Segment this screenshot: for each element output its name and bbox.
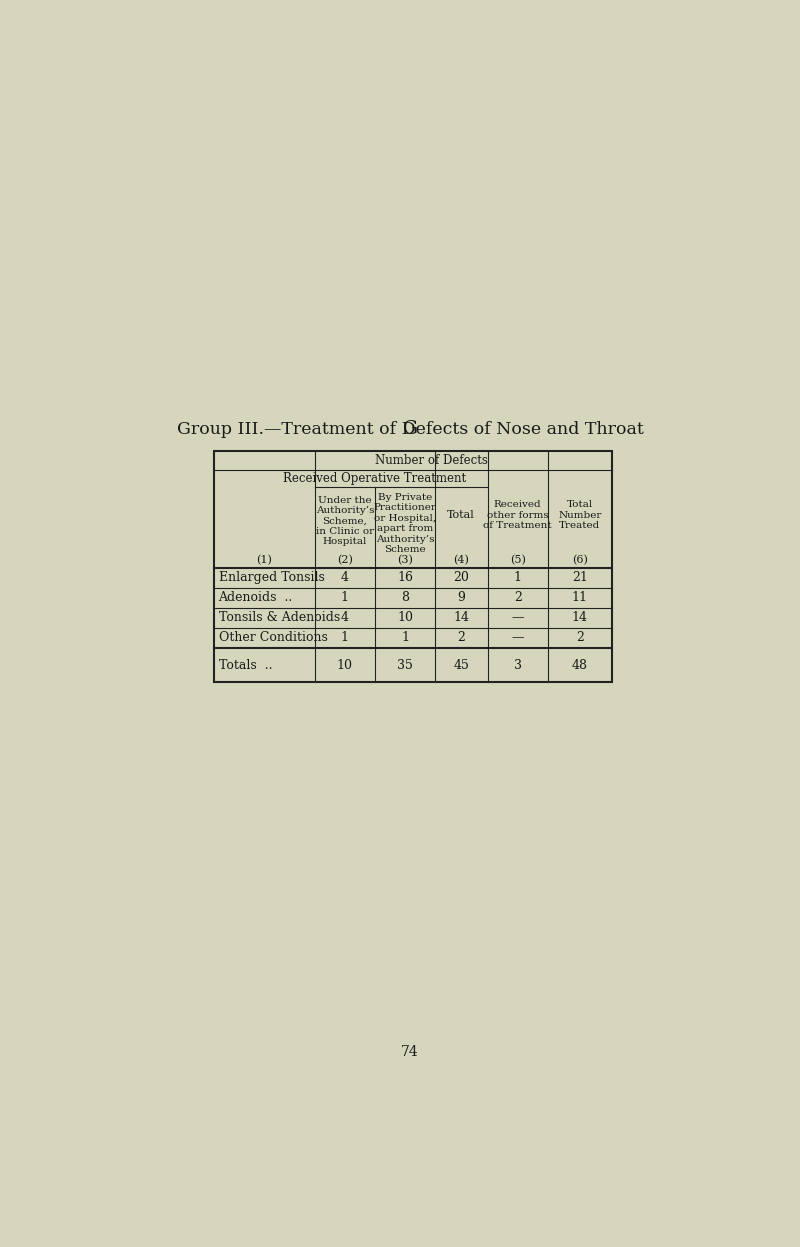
Text: (3): (3) xyxy=(397,555,413,565)
Text: 10: 10 xyxy=(397,611,413,625)
Text: (5): (5) xyxy=(510,555,526,565)
Text: 1: 1 xyxy=(401,631,409,645)
Bar xyxy=(214,451,611,682)
Text: Totals  ..: Totals .. xyxy=(218,658,272,672)
Text: (1): (1) xyxy=(256,555,272,565)
Text: Adenoids  ..: Adenoids .. xyxy=(218,591,293,605)
Text: 21: 21 xyxy=(572,571,588,585)
Text: Received Operative Treatment: Received Operative Treatment xyxy=(283,471,466,485)
Text: Under the
Authority’s
Scheme,
in Clinic or
Hospital: Under the Authority’s Scheme, in Clinic … xyxy=(316,496,374,546)
Text: 8: 8 xyxy=(401,591,409,605)
Text: Group III.—Treatment of Defects of Nose and Throat: Group III.—Treatment of Defects of Nose … xyxy=(177,420,643,438)
Text: 2: 2 xyxy=(514,591,522,605)
Text: Total
Number
Treated: Total Number Treated xyxy=(558,500,602,530)
Text: 20: 20 xyxy=(454,571,469,585)
Text: 74: 74 xyxy=(401,1045,419,1059)
Text: 14: 14 xyxy=(453,611,469,625)
Text: (6): (6) xyxy=(572,555,588,565)
Text: 16: 16 xyxy=(397,571,413,585)
Text: G: G xyxy=(402,420,418,438)
Text: 2: 2 xyxy=(576,631,584,645)
Text: 45: 45 xyxy=(454,658,469,672)
Text: —: — xyxy=(511,611,524,625)
Text: Total: Total xyxy=(447,510,475,520)
Text: By Private
Practitioner
or Hospital,
apart from
Authority’s
Scheme: By Private Practitioner or Hospital, apa… xyxy=(374,493,437,554)
Text: 14: 14 xyxy=(572,611,588,625)
Text: 1: 1 xyxy=(341,591,349,605)
Text: 1: 1 xyxy=(341,631,349,645)
Text: 3: 3 xyxy=(514,658,522,672)
Text: 48: 48 xyxy=(572,658,588,672)
Text: 11: 11 xyxy=(572,591,588,605)
Text: 1: 1 xyxy=(514,571,522,585)
Text: (4): (4) xyxy=(454,555,469,565)
Text: 35: 35 xyxy=(397,658,413,672)
Text: 4: 4 xyxy=(341,571,349,585)
Text: —: — xyxy=(511,631,524,645)
Text: 10: 10 xyxy=(337,658,353,672)
Text: 4: 4 xyxy=(341,611,349,625)
Text: (2): (2) xyxy=(337,555,353,565)
Text: Other Conditions: Other Conditions xyxy=(218,631,327,645)
Text: Enlarged Tonsils: Enlarged Tonsils xyxy=(218,571,325,585)
Text: Received
other forms
of Treatment: Received other forms of Treatment xyxy=(483,500,552,530)
Text: Number of Defects: Number of Defects xyxy=(375,454,488,468)
Text: 9: 9 xyxy=(458,591,465,605)
Text: Tonsils & Adenoids: Tonsils & Adenoids xyxy=(218,611,340,625)
Text: 2: 2 xyxy=(458,631,465,645)
